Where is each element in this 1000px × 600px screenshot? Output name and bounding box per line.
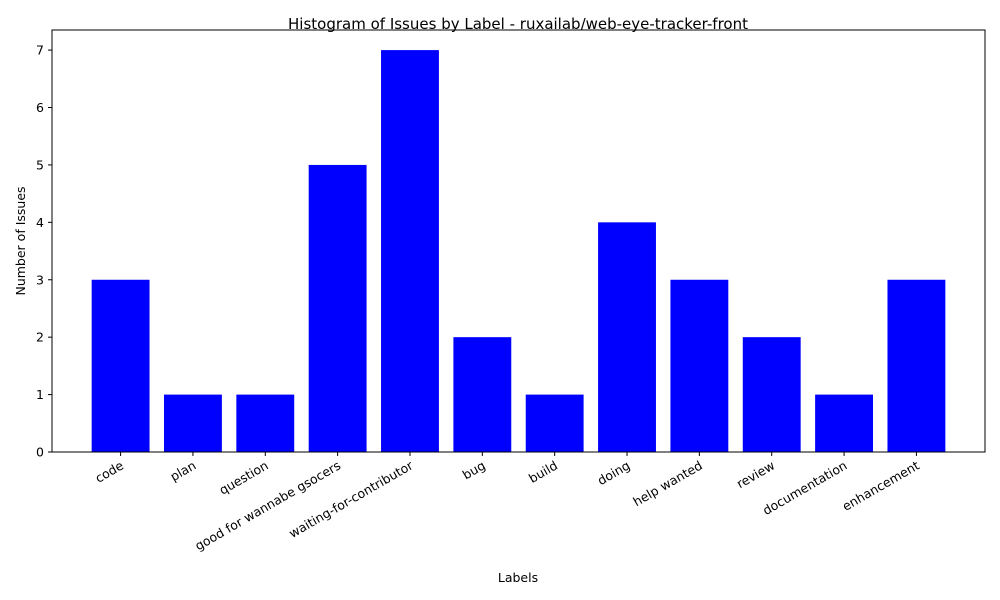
bars-group [91, 50, 946, 452]
bar-good-for-wannabe-gsocers [308, 164, 367, 452]
bar-enhancement [887, 279, 946, 452]
bar-review [742, 337, 801, 452]
chart-title: Histogram of Issues by Label - ruxailab/… [288, 15, 748, 33]
x-tick-label: waiting-for-contributor [286, 457, 416, 541]
x-tick-label: code [92, 457, 126, 485]
bar-code [91, 279, 150, 452]
y-tick-label: 5 [36, 157, 44, 172]
x-tick-label: help wanted [630, 458, 704, 510]
bar-waiting-for-contributor [381, 50, 439, 452]
y-axis-label: Number of Issues [13, 186, 28, 295]
y-tick-label: 0 [36, 445, 44, 460]
y-tick-label: 6 [36, 100, 44, 115]
x-tick-label: enhancement [840, 458, 922, 514]
x-axis-label: Labels [498, 570, 538, 585]
bar-help-wanted [670, 279, 729, 452]
x-tick-label: question [217, 458, 271, 498]
bar-documentation [815, 394, 873, 452]
y-axis-ticks: 0 1 2 3 4 5 6 7 [36, 43, 52, 460]
x-tick-label: bug [460, 458, 488, 483]
y-tick-label: 1 [36, 387, 44, 402]
x-tick-label: review [734, 458, 777, 492]
x-tick-label: build [526, 458, 560, 486]
bar-bug [453, 337, 512, 452]
bar-build [525, 394, 584, 452]
y-tick-label: 2 [36, 330, 44, 345]
plot-frame [51, 29, 986, 453]
bar-question [236, 394, 295, 452]
x-tick-label: plan [168, 458, 199, 484]
x-tick-label: doing [595, 458, 633, 488]
y-tick-label: 3 [36, 272, 44, 287]
bar-doing [598, 222, 656, 452]
y-tick-label: 4 [36, 215, 44, 230]
bar-plan [164, 394, 222, 452]
y-tick-label: 7 [36, 43, 44, 58]
